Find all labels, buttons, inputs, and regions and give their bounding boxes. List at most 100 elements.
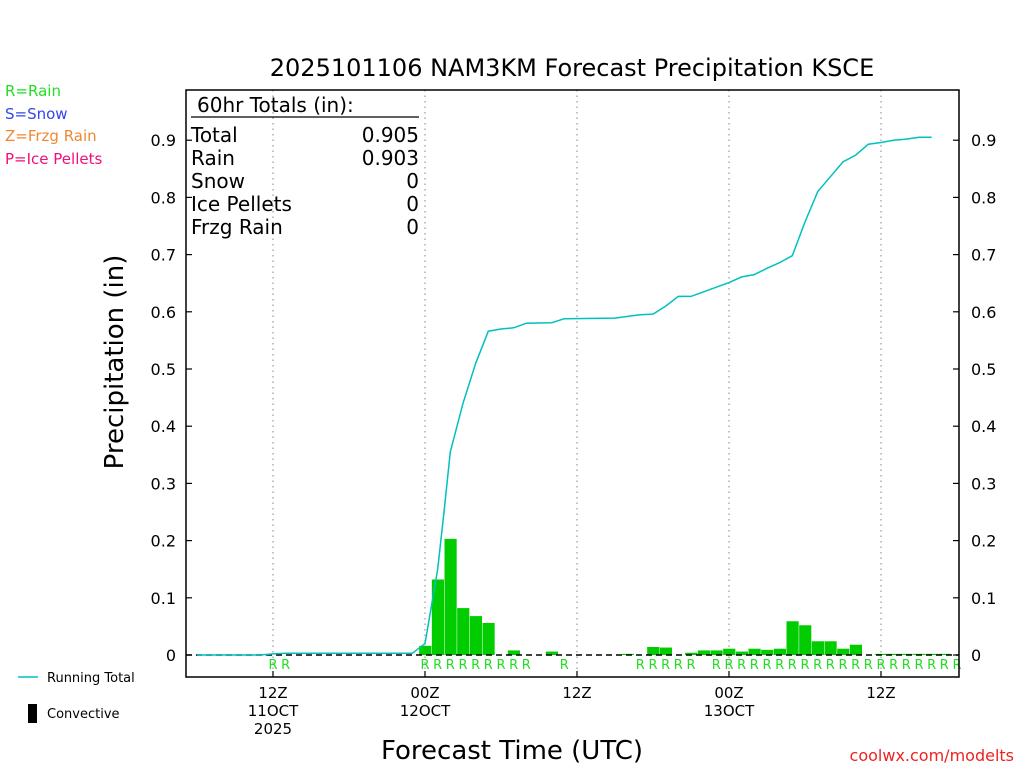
precip-type-code: R — [281, 658, 290, 673]
precip-type-code: R — [902, 658, 911, 673]
x-tick-label: 2025 — [254, 720, 292, 738]
totals-frzg-rain-label: Frzg Rain — [191, 215, 283, 239]
totals-rain-value: 0.903 — [362, 146, 419, 170]
legend-snow: S=Snow — [5, 105, 68, 123]
rain-bar — [419, 645, 432, 655]
y-tick-label-left: 0.9 — [151, 131, 176, 150]
y-tick-label-right: 0.3 — [971, 474, 996, 493]
convective-legend-label: Convective — [47, 707, 120, 722]
precip-type-code: R — [458, 658, 467, 673]
precip-type-code: R — [674, 658, 683, 673]
credit-text: coolwx.com/modelts — [850, 746, 1014, 765]
precip-type-code: R — [509, 658, 518, 673]
rain-bar — [748, 648, 761, 655]
rain-bar — [938, 653, 951, 655]
rain-bar — [773, 648, 786, 655]
precip-type-legend: R=Rain S=Snow Z=Frzg Rain P=Ice Pellets — [5, 82, 102, 168]
running-total-legend-label: Running Total — [47, 671, 135, 686]
totals-ice-pellets-value: 0 — [406, 192, 419, 216]
precip-type-code: R — [927, 658, 936, 673]
precip-type-code: R — [686, 658, 695, 673]
y-tick-label-left: 0.8 — [151, 188, 176, 207]
rain-bar — [723, 648, 736, 655]
rain-bar — [710, 650, 723, 655]
chart-title: 2025101106 NAM3KM Forecast Precipitation… — [270, 54, 874, 82]
rain-bar — [507, 650, 520, 655]
rain-bar — [849, 644, 862, 655]
rain-bar — [837, 648, 850, 655]
totals-box: 60hr Totals (in): Total 0.905 Rain 0.903… — [190, 93, 419, 239]
precip-type-code: R — [889, 658, 898, 673]
y-tick-label-left: 0.6 — [151, 303, 176, 322]
convective-legend-swatch — [28, 704, 37, 723]
totals-header: 60hr Totals (in): — [197, 93, 354, 117]
precip-type-code: R — [788, 658, 797, 673]
precip-type-code: R — [952, 658, 961, 673]
x-tick-label: 12OCT — [400, 702, 451, 720]
legend-rain: R=Rain — [5, 82, 61, 100]
rain-bar — [659, 647, 672, 655]
rain-bar — [761, 649, 774, 655]
precip-type-code: R — [522, 658, 531, 673]
precip-type-code: R — [484, 658, 493, 673]
precip-type-code: R — [496, 658, 505, 673]
precip-type-code: R — [813, 658, 822, 673]
precip-type-code: R — [864, 658, 873, 673]
y-tick-label-right: 0 — [971, 646, 981, 665]
x-tick-label: 12Z — [562, 684, 591, 702]
rain-bar — [545, 651, 558, 655]
legend-ice-pellets: P=Ice Pellets — [5, 150, 102, 168]
y-tick-label-right: 0.6 — [971, 303, 996, 322]
y-tick-label-left: 0.1 — [151, 589, 176, 608]
precip-type-code: R — [914, 658, 923, 673]
totals-total-value: 0.905 — [362, 123, 419, 147]
rain-bar — [431, 579, 444, 655]
precip-type-code: R — [940, 658, 949, 673]
x-tick-label: 12Z — [866, 684, 895, 702]
y-tick-label-right: 0.5 — [971, 360, 996, 379]
precip-type-code: R — [433, 658, 442, 673]
rain-bar — [444, 538, 457, 655]
y-tick-label-left: 0.3 — [151, 474, 176, 493]
precip-type-code: R — [268, 658, 277, 673]
rain-bar — [647, 646, 660, 655]
rain-bar — [786, 621, 799, 655]
y-tick-label-right: 0.9 — [971, 131, 996, 150]
precip-type-code: R — [737, 658, 746, 673]
rain-bar — [697, 650, 710, 655]
x-tick-label: 00Z — [714, 684, 743, 702]
y-tick-label-right: 0.8 — [971, 188, 996, 207]
rain-bar — [482, 622, 495, 655]
rain-bar — [811, 641, 824, 655]
precip-type-code: R — [800, 658, 809, 673]
precip-type-code: R — [851, 658, 860, 673]
precip-type-code: R — [446, 658, 455, 673]
running-total-line — [197, 136, 932, 656]
series-legend: Running Total Convective — [18, 671, 135, 723]
precip-type-code: R — [775, 658, 784, 673]
rain-bars — [419, 538, 951, 655]
rain-bar — [824, 641, 837, 655]
y-tick-label-left: 0.7 — [151, 246, 176, 265]
y-tick-label-left: 0.5 — [151, 360, 176, 379]
precip-type-code: R — [420, 658, 429, 673]
y-tick-label-left: 0 — [166, 646, 176, 665]
precip-type-code: R — [636, 658, 645, 673]
plot-frame — [185, 89, 960, 678]
precip-type-code: R — [560, 658, 569, 673]
legend-frzg-rain: Z=Frzg Rain — [5, 127, 97, 145]
x-tick-label: 00Z — [410, 684, 439, 702]
y-tick-label-right: 0.2 — [971, 532, 996, 551]
x-tick-label: 13OCT — [704, 702, 755, 720]
totals-rain-label: Rain — [191, 146, 235, 170]
totals-snow-label: Snow — [191, 169, 245, 193]
precip-type-code: R — [471, 658, 480, 673]
precip-type-code: R — [826, 658, 835, 673]
y-tick-label-right: 0.4 — [971, 417, 996, 436]
y-tick-label-right: 0.7 — [971, 246, 996, 265]
y-axis-label: Precipitation (in) — [100, 255, 130, 470]
y-axis-ticks: 0 00.1 0.10.2 0.20.3 0.30.4 0.40.5 0.50.6 0.60.… — [151, 131, 997, 665]
